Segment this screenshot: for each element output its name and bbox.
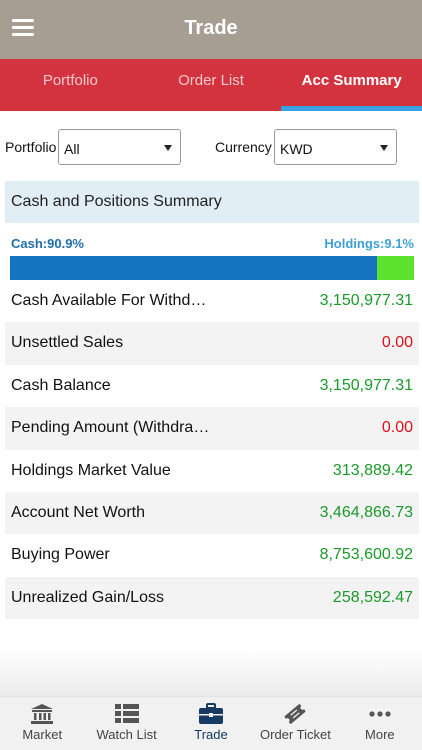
- portfolio-select-value: All: [64, 141, 80, 157]
- nav-label: Trade: [194, 727, 228, 742]
- row-label: Cash Available For Withd…: [11, 292, 207, 309]
- tab-bar: Portfolio Order List Acc Summary: [0, 59, 422, 111]
- currency-select-value: KWD: [280, 141, 313, 157]
- portfolio-select[interactable]: All: [58, 129, 181, 165]
- summary-row: Cash Balance 3,150,977.31: [5, 365, 419, 407]
- row-value: 8,753,600.92: [319, 546, 413, 564]
- page-title: Trade: [184, 17, 238, 39]
- nav-trade[interactable]: Trade: [169, 697, 253, 750]
- more-dots-icon: [369, 711, 391, 717]
- row-value: 3,150,977.31: [319, 376, 413, 394]
- summary-title: Cash and Positions Summary: [5, 181, 419, 223]
- top-bar: Trade: [0, 0, 422, 59]
- cash-bar-fill: [10, 256, 378, 280]
- summary-row: Buying Power 8,753,600.92: [5, 534, 419, 576]
- nav-label: Market: [22, 727, 63, 742]
- summary-row: Cash Available For Withd… 3,150,977.31: [5, 280, 419, 322]
- nav-more[interactable]: More: [338, 697, 422, 750]
- summary-rows: Cash Available For Withd… 3,150,977.31 U…: [5, 280, 419, 620]
- row-value: 0.00: [381, 419, 413, 437]
- summary-row: Pending Amount (Withdra… 0.00: [5, 407, 419, 450]
- portfolio-label: Portfolio: [5, 139, 57, 155]
- briefcase-icon: [199, 703, 224, 724]
- summary-row: Unsettled Sales 0.00: [5, 322, 419, 365]
- chevron-down-icon: [380, 145, 388, 151]
- chevron-down-icon: [164, 145, 172, 151]
- row-value: 313,889.42: [332, 461, 413, 479]
- nav-order-ticket[interactable]: Order Ticket: [253, 697, 337, 750]
- currency-select[interactable]: KWD: [274, 129, 397, 165]
- list-icon: [114, 704, 139, 723]
- row-value: 3,150,977.31: [319, 292, 413, 309]
- nav-label: Order Ticket: [260, 727, 331, 742]
- row-value: 3,464,866.73: [319, 503, 413, 521]
- nav-watch-list[interactable]: Watch List: [84, 697, 168, 750]
- allocation-bar: [10, 256, 414, 280]
- tab-portfolio[interactable]: Portfolio: [42, 72, 98, 89]
- bottom-nav: Market Watch List Trade Order Ti: [0, 696, 422, 750]
- bank-icon: [31, 704, 54, 724]
- row-label: Cash Balance: [11, 376, 111, 394]
- row-label: Pending Amount (Withdra…: [11, 419, 210, 437]
- row-label: Buying Power: [11, 546, 110, 564]
- bottom-fade: [0, 650, 422, 696]
- nav-label: More: [365, 727, 395, 742]
- ticket-icon: [284, 704, 306, 724]
- row-value: 0.00: [381, 334, 413, 352]
- row-label: Holdings Market Value: [11, 461, 171, 479]
- nav-market[interactable]: Market: [0, 697, 84, 750]
- row-label: Account Net Worth: [11, 503, 145, 521]
- filter-bar: Portfolio All Currency KWD: [0, 128, 422, 166]
- summary-row: Unrealized Gain/Loss 258,592.47: [5, 576, 419, 620]
- holdings-percent-label: Holdings:9.1%: [324, 236, 414, 251]
- tab-acc-summary[interactable]: Acc Summary: [281, 59, 422, 111]
- hamburger-menu-icon[interactable]: [12, 19, 34, 37]
- row-label: Unsettled Sales: [11, 334, 124, 352]
- row-value: 258,592.47: [332, 588, 413, 606]
- cash-percent-label: Cash:90.9%: [11, 236, 84, 251]
- nav-label: Watch List: [96, 727, 157, 742]
- row-label: Unrealized Gain/Loss: [11, 588, 164, 606]
- currency-label: Currency: [215, 139, 272, 155]
- tab-order-list[interactable]: Order List: [178, 72, 244, 89]
- summary-row: Holdings Market Value 313,889.42: [5, 450, 419, 492]
- cash-positions-summary: Cash and Positions Summary Cash:90.9% Ho…: [5, 181, 419, 620]
- summary-row: Account Net Worth 3,464,866.73: [5, 491, 419, 535]
